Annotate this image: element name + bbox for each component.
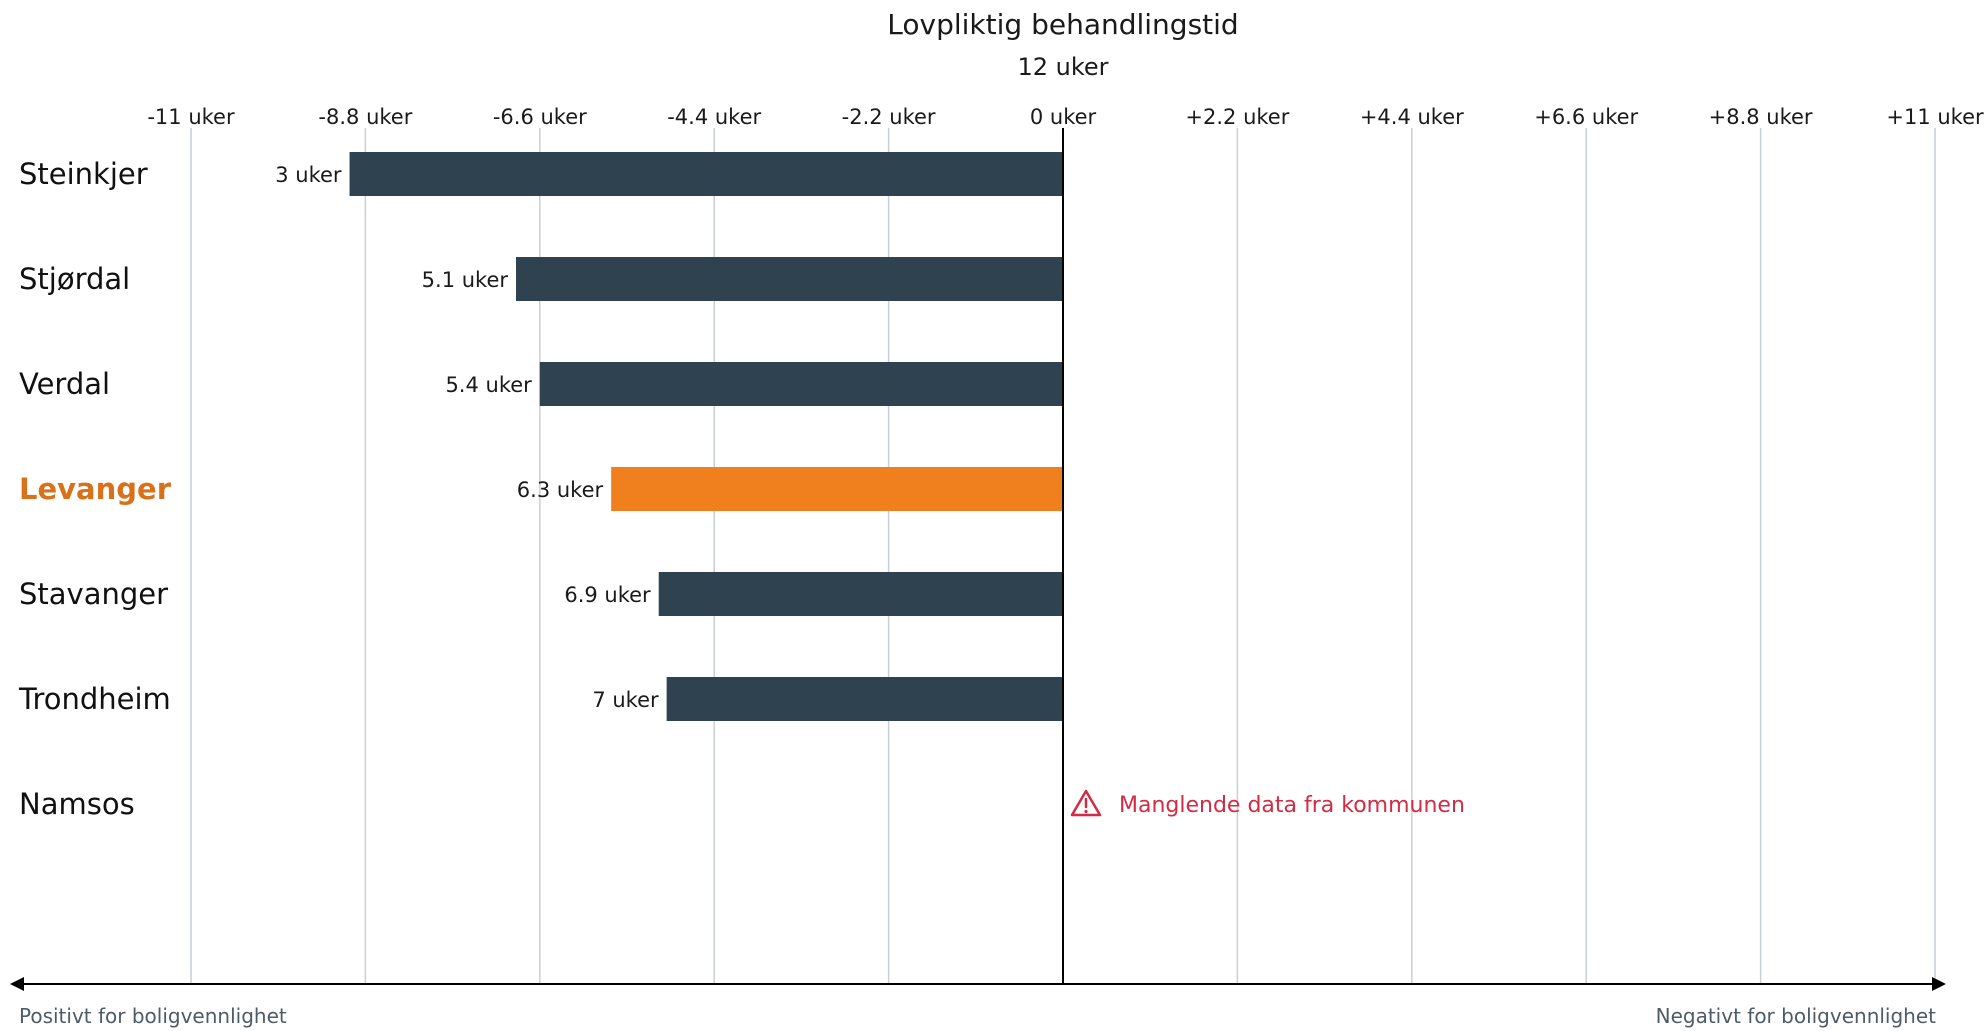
x-tick-label: -4.4 uker: [667, 105, 761, 129]
bar: [539, 362, 1063, 406]
horizontal-axis-arrow: [10, 977, 1946, 991]
x-tick-label: +4.4 uker: [1360, 105, 1464, 129]
x-tick-label: -11 uker: [147, 105, 235, 129]
bar-highlighted: [611, 467, 1063, 511]
x-tick-label: -8.8 uker: [318, 105, 412, 129]
bar-value-label: 5.1 uker: [422, 268, 509, 292]
bar-value-label: 5.4 uker: [445, 373, 532, 397]
right-axis-label: Negativt for boligvennlighet: [1656, 1004, 1937, 1028]
category-label: Steinkjer: [19, 157, 148, 191]
category-label: Verdal: [19, 367, 110, 401]
x-tick-label: +11 uker: [1886, 105, 1984, 129]
bar-value-label: 6.3 uker: [517, 478, 604, 502]
warning-icon: [1070, 789, 1102, 817]
category-label: Levanger: [19, 472, 172, 506]
x-tick-label: 0 uker: [1030, 105, 1097, 129]
chart-title: Lovpliktig behandlingstid: [887, 8, 1238, 41]
category-label: Trondheim: [18, 682, 171, 716]
category-labels: Steinkjer Stjørdal Verdal Levanger Stavanger…: [18, 157, 172, 821]
bar-value-label: 7 uker: [592, 688, 659, 712]
x-tick-labels: -11 uker -8.8 uker -6.6 uker -4.4 uker -2.2 …: [147, 105, 1984, 129]
chart-subtitle: 12 uker: [1017, 53, 1108, 81]
bar-value-label: 6.9 uker: [564, 583, 651, 607]
bar: [349, 152, 1064, 196]
arrow-right-icon: [1932, 977, 1946, 991]
x-tick-label: -2.2 uker: [842, 105, 936, 129]
missing-data-note: Manglende data fra kommunen: [1070, 789, 1465, 818]
warning-icon-dot: [1084, 809, 1088, 814]
category-label: Stavanger: [19, 577, 168, 611]
category-label: Stjørdal: [19, 262, 130, 296]
x-tick-label: -6.6 uker: [493, 105, 587, 129]
x-tick-label: +2.2 uker: [1185, 105, 1289, 129]
category-label: Namsos: [19, 787, 135, 821]
missing-data-text: Manglende data fra kommunen: [1119, 793, 1465, 818]
left-axis-label: Positivt for boligvennlighet: [19, 1004, 287, 1028]
bar: [658, 572, 1063, 616]
arrow-left-icon: [10, 977, 24, 991]
x-tick-label: +6.6 uker: [1534, 105, 1638, 129]
bars: 3 uker 5.1 uker 5.4 uker 6.3 uker 6.9 uker 7 …: [275, 152, 1465, 818]
bar: [516, 257, 1063, 301]
x-tick-label: +8.8 uker: [1709, 105, 1813, 129]
bar: [666, 677, 1063, 721]
bar-value-label: 3 uker: [275, 163, 342, 187]
